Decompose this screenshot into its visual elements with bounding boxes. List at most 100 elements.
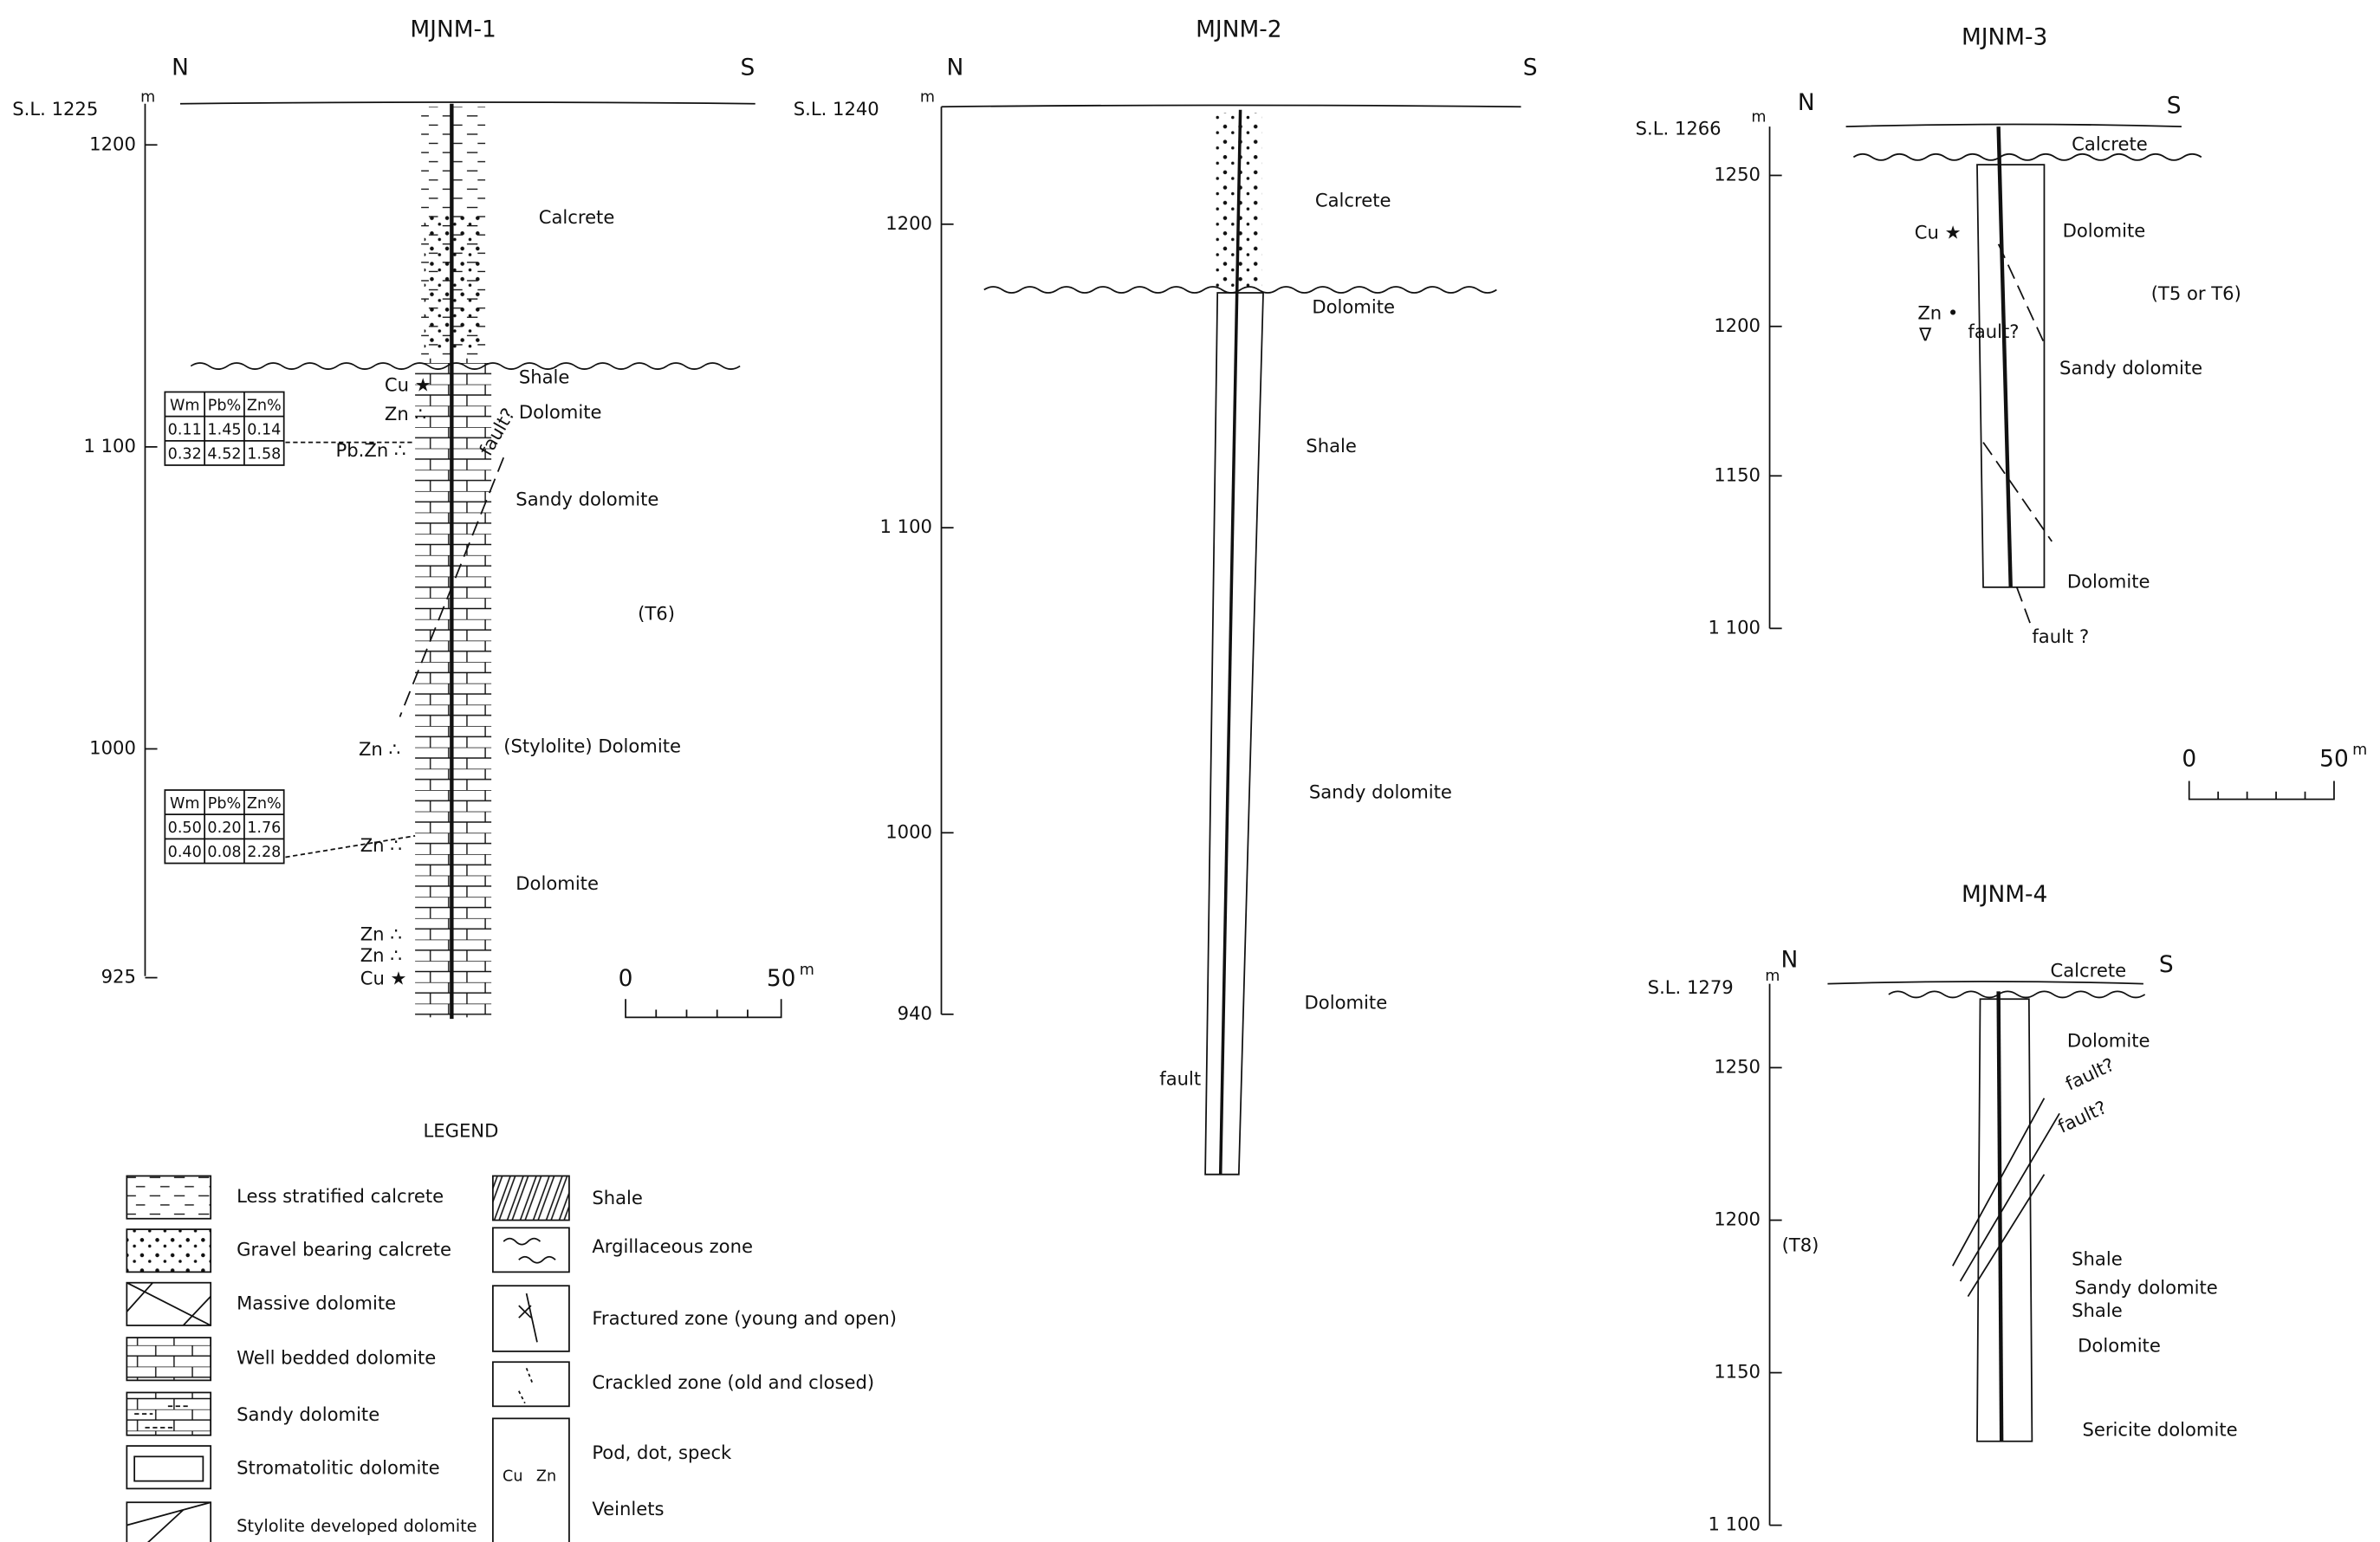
fault-label: fault? [2054,1096,2110,1137]
lithology-label: Calcrete [539,206,615,228]
lithology-label: Dolomite [519,401,602,423]
legend-title: LEGEND [423,1119,498,1141]
hole-title: MJNM-1 [410,16,496,43]
surface-unit: m [920,89,935,107]
legend-symbol-label: Cu [503,1467,522,1485]
lithology-label: Dolomite [2067,571,2150,593]
drawing [126,101,2335,1542]
lithology-label: (T5 or T6) [2151,282,2241,304]
surface-line [1827,981,2143,985]
legend-label: Crackled zone (old and closed) [592,1371,874,1393]
elevation-label: 940 [898,1002,932,1024]
mineral-label: Zn • [1917,302,1958,324]
south-label: S [2159,951,2174,978]
texts: MJNM-1 N S S.L. 1225 m 1200 1 100 1000 925 Calcre… [12,16,2367,1536]
lithology-label: Calcrete [2072,133,2148,154]
legend-symbol-label: Zn [536,1467,556,1485]
shale-lines [1952,1098,2060,1298]
lithology-label: Sandy dolomite [1309,781,1452,803]
elevation-label: 1200 [1714,314,1761,336]
surface-line [941,104,1521,108]
borehole [1996,991,2004,1442]
mineral-label: Zn ∴ [385,403,426,424]
assay-cell: 1.76 [247,820,281,837]
scale-end: 50 [767,965,796,992]
surface-line [1845,123,2182,128]
lithology-label: Dolomite [1312,296,1395,318]
assay-cell: 0.20 [207,820,241,837]
assay-cell: 1.45 [207,421,241,438]
mineral-label: Cu ★ [360,967,407,988]
lithology-label: Shale [519,366,570,388]
lithology-label: Sandy dolomite [516,488,658,509]
lithology-label: Shale [1306,435,1357,457]
fault-label: fault? [1968,321,2019,342]
elevation-label: 1200 [885,212,932,234]
elevation-label: 1 100 [83,435,135,457]
elevation-label: 1 100 [1709,616,1761,638]
surface-unit: m [1751,109,1766,126]
elevation-label: 1200 [89,133,136,154]
assay-cell: Zn% [247,795,282,813]
surface-elevation: S.L. 1266 [1636,118,1722,139]
unconformity [1888,990,2146,999]
mineral-label: Zn ∴ [359,738,400,760]
hole-title: MJNM-3 [1962,24,2047,51]
assay-cell: 4.52 [207,446,241,463]
assay-table [164,391,285,466]
elevation-label: 1000 [89,736,136,758]
lithology-label: (T6) [638,603,675,625]
assay-cell: 2.28 [247,844,281,861]
mineral-label: Zn ∴ [360,923,402,944]
north-label: N [946,55,963,81]
lithology-label: Dolomite [2063,220,2146,242]
hole-title: MJNM-2 [1196,16,1281,43]
borehole [1218,109,1242,1175]
elevation-label: 1150 [1714,1361,1761,1383]
legend-label: Argillaceous zone [592,1235,753,1257]
mineral-label: Zn ∴ [360,834,402,856]
surface-elevation: S.L. 1240 [794,98,879,120]
legend-label: Well bedded dolomite [237,1347,436,1369]
mineral-label: Cu ★ [1915,221,1962,243]
assay-cell: 0.32 [168,446,202,463]
elevation-label: 1 100 [1709,1513,1761,1535]
north-label: N [1781,947,1799,974]
lithology-label: Sandy dolomite [2059,357,2202,379]
assay-cell: Pb% [208,397,242,414]
mineral-label: Cu ★ [385,373,431,395]
lithology-label: Calcrete [1315,189,1391,211]
legend-label: Pod, dot, speck [592,1442,732,1463]
south-label: S [741,55,756,81]
elevation-label: 1200 [1714,1208,1761,1230]
legend-label: Gravel bearing calcrete [237,1239,451,1260]
surface-unit: m [1765,968,1780,985]
assay-cell: Zn% [247,397,282,414]
lithology-label: Sandy dolomite [2075,1277,2218,1299]
legend-label: Sandy dolomite [237,1403,379,1425]
scale-start: 0 [2182,745,2196,772]
scale-bar [2188,781,2335,800]
lithology-label: Dolomite [2067,1030,2150,1052]
north-label: N [1798,89,1815,116]
scale-start: 0 [619,965,633,992]
legend-boxes [126,1175,570,1542]
legend-label: Veinlets [592,1498,664,1519]
unconformity [983,286,1497,294]
lithology-label: Dolomite [1305,991,1388,1013]
assay-leader [285,441,416,858]
assay-cell: 0.14 [247,421,281,438]
fault-label: fault [1159,1068,1201,1090]
elevation-label: 1150 [1714,463,1761,485]
fault-line [399,457,505,717]
assay-cell: Wm [170,795,200,813]
assay-cell: Wm [170,397,200,414]
scale-end: 50 [2319,745,2349,772]
assay-cell: Pb% [208,795,242,813]
mineral-label: ∇ [1918,323,1932,345]
hole-title: MJNM-4 [1962,881,2047,908]
elevation-label: 1250 [1714,163,1761,185]
shale-column [1204,292,1264,1176]
